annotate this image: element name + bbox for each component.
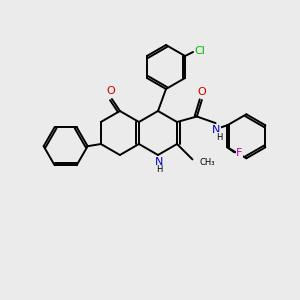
Text: H: H [156,166,162,175]
Text: CH₃: CH₃ [200,158,215,167]
Text: H: H [216,133,223,142]
Text: N: N [212,125,221,135]
Text: N: N [155,157,163,167]
Text: O: O [106,86,115,96]
Text: F: F [236,148,242,158]
Text: Cl: Cl [195,46,206,56]
Text: O: O [197,87,206,97]
